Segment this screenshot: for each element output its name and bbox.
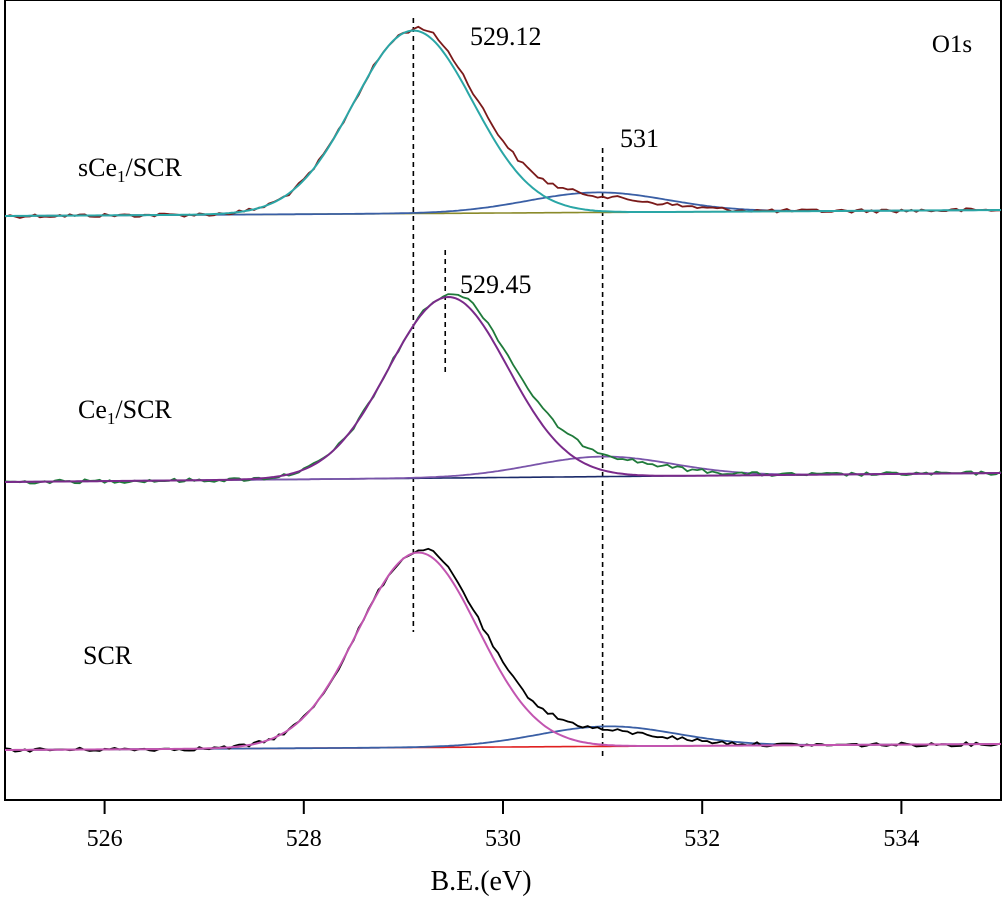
x-tick-label-526: 526	[87, 826, 123, 852]
x-tick-label-528: 528	[286, 826, 322, 852]
fit-main-sce1-scr	[5, 29, 1001, 217]
raw-data-sce1-scr	[4, 25, 1002, 219]
peak-label-529-45: 529.45	[460, 270, 532, 299]
raw-data-scr	[4, 547, 1002, 753]
x-axis-label: B.E.(eV)	[430, 866, 531, 897]
x-axis-ticks: 526 528 530 532 534	[87, 800, 919, 852]
x-tick-label-532: 532	[684, 826, 720, 852]
series-label-sce1-scr: sCe1/SCR	[78, 153, 183, 186]
curves	[4, 25, 1002, 753]
peak-label-529-12: 529.12	[470, 22, 542, 51]
x-tick-label-530: 530	[485, 826, 521, 852]
fit-main-ce1-scr	[5, 295, 1001, 483]
panel-title: O1s	[932, 31, 972, 58]
raw-data-ce1-scr	[4, 293, 1002, 485]
series-label-scr: SCR	[83, 641, 133, 670]
reference-lines	[412, 18, 604, 760]
peak-label-531: 531	[620, 124, 659, 153]
fit-main-scr	[5, 551, 1001, 751]
x-tick-label-534: 534	[883, 826, 919, 852]
series-label-ce1-scr: Ce1/SCR	[78, 395, 172, 428]
